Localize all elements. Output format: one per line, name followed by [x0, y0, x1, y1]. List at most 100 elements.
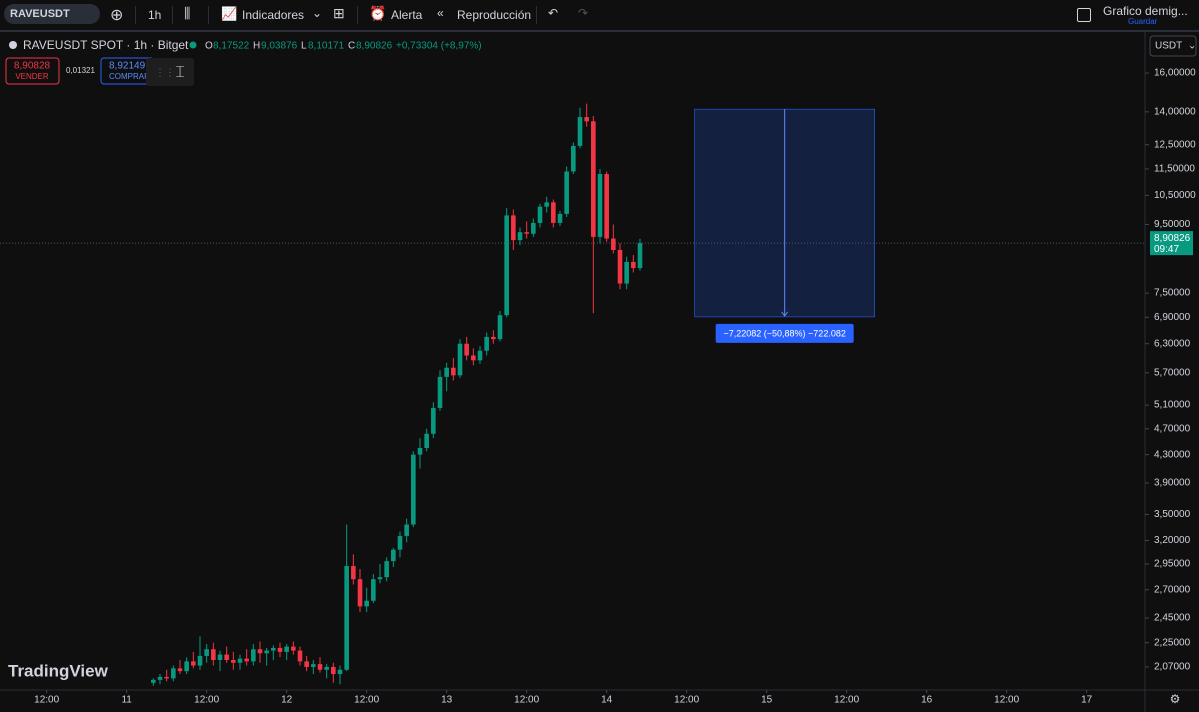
x-tick-label: 12:00 [994, 695, 1019, 706]
candle-body [431, 407, 436, 434]
layout-checkbox[interactable] [1077, 8, 1091, 22]
candle-body [604, 174, 609, 239]
candle-body [311, 664, 316, 667]
x-tick-label: 12:00 [354, 695, 379, 706]
measure-tool[interactable]: ⌶ [175, 64, 185, 81]
candle-body [497, 315, 503, 340]
candle-body [244, 658, 249, 662]
candle-body [397, 535, 403, 550]
x-tick-label: 12:00 [514, 695, 539, 706]
candle-body [631, 261, 636, 269]
y-tick-label: 3,50000 [1154, 509, 1191, 520]
candle-body [537, 206, 543, 223]
save-button[interactable]: Guardar [1128, 17, 1158, 26]
candle-body [211, 649, 216, 661]
y-tick-label: 10,50000 [1154, 190, 1196, 201]
legend-h-label: H [253, 41, 260, 52]
candle-body [377, 577, 383, 580]
indicators-dropdown[interactable]: ⌄ [312, 6, 323, 20]
y-tick-label: 9,50000 [1154, 219, 1191, 230]
candle-body [544, 202, 549, 207]
indicators-icon: 📈 [221, 6, 238, 21]
candle-body [371, 579, 376, 601]
buy-label: COMPRAR [109, 72, 150, 81]
candle-body [224, 654, 229, 661]
legend-c: 8,90826 [356, 41, 393, 52]
candle-body [317, 664, 323, 670]
brand: TradingView [8, 661, 109, 680]
sell-button[interactable] [5, 57, 60, 85]
candle-body [304, 661, 309, 667]
candle-body [491, 336, 496, 340]
y-tick-label: 16,00000 [1154, 68, 1196, 79]
candle-body [477, 350, 483, 361]
currency-button[interactable] [1149, 35, 1197, 57]
candle-body [197, 655, 203, 666]
x-tick-label: 11 [121, 695, 132, 706]
price-countdown: 09:47 [1154, 244, 1179, 255]
add-symbol[interactable]: ⊕ [110, 7, 124, 24]
interval-button[interactable]: 1h [148, 8, 162, 22]
layout-name[interactable]: Grafico demig... [1103, 4, 1188, 18]
candle-body [571, 145, 576, 172]
alert-button[interactable]: Alerta [391, 8, 423, 22]
x-tick-label: 17 [1081, 695, 1093, 706]
y-tick-label: 11,50000 [1154, 164, 1195, 175]
candle-body [217, 654, 223, 661]
candle-body [291, 646, 296, 651]
candle-body [271, 647, 276, 651]
symbol-logo [9, 41, 17, 49]
candle-body [297, 650, 303, 662]
candle-body [597, 174, 603, 237]
candle-body [504, 215, 509, 316]
settings-button[interactable]: ⚙ [1170, 692, 1181, 706]
legend-h: 9,03876 [261, 41, 298, 52]
y-tick-label: 2,07000 [1154, 662, 1191, 673]
candle-body [177, 668, 183, 672]
redo-button[interactable]: ↷ [578, 6, 589, 20]
x-tick-label: 12:00 [194, 695, 219, 706]
candle-body [517, 232, 523, 241]
indicators-button[interactable]: Indicadores [242, 8, 305, 22]
candle-body [617, 249, 623, 284]
y-tick-label: 2,70000 [1154, 584, 1191, 595]
candle-body [591, 121, 596, 237]
candle-body [611, 238, 616, 250]
candle-body [204, 649, 209, 656]
legend-o: 8,17522 [213, 41, 250, 52]
replay-button[interactable]: Reproducción [457, 8, 532, 22]
candle-body [464, 343, 469, 356]
undo-button[interactable]: ↶ [548, 6, 559, 20]
y-tick-label: 5,70000 [1154, 367, 1191, 378]
top-toolbar: RAVEUSDT ⊕ 1h ⫼ 📈 Indicadores ⌄ ⊞ ⏰ Aler… [0, 0, 1199, 32]
candle-body [404, 524, 409, 536]
legend-change: +0,73304 (+8,97%) [396, 41, 482, 52]
y-tick-label: 3,20000 [1154, 535, 1191, 546]
separator [135, 6, 136, 24]
x-tick-label: 12:00 [34, 695, 59, 706]
candle-body [577, 117, 583, 146]
separator [357, 6, 358, 24]
sell-label: VENDER [15, 72, 49, 81]
symbol-button[interactable]: RAVEUSDT [4, 4, 100, 24]
currency-dropdown: ⌄ [1188, 41, 1196, 52]
x-tick-label: 12:00 [834, 695, 859, 706]
candle-body [437, 376, 443, 408]
separator [172, 6, 173, 24]
measure-label: −7,22082 (−50,88%) −722.082 [723, 328, 845, 338]
market-status [189, 41, 197, 49]
replay-icon: « [437, 6, 444, 20]
candle-body [531, 222, 536, 234]
y-tick-label: 2,95000 [1154, 559, 1191, 570]
alert-icon: ⏰ [369, 5, 387, 21]
candle-body [151, 679, 156, 683]
y-tick-label: 6,90000 [1154, 312, 1191, 323]
layouts-button[interactable]: ⊞ [333, 5, 345, 21]
currency: USDT [1155, 41, 1182, 52]
legend-l-label: L [301, 41, 307, 52]
legend-title: RAVEUSDT SPOT · 1h · Bitget [23, 38, 189, 52]
drawing-toolbar[interactable] [146, 58, 194, 86]
chart-type-button[interactable]: ⫼ [184, 5, 191, 21]
spread: 0,01321 [66, 66, 95, 75]
candle-body [511, 215, 516, 241]
